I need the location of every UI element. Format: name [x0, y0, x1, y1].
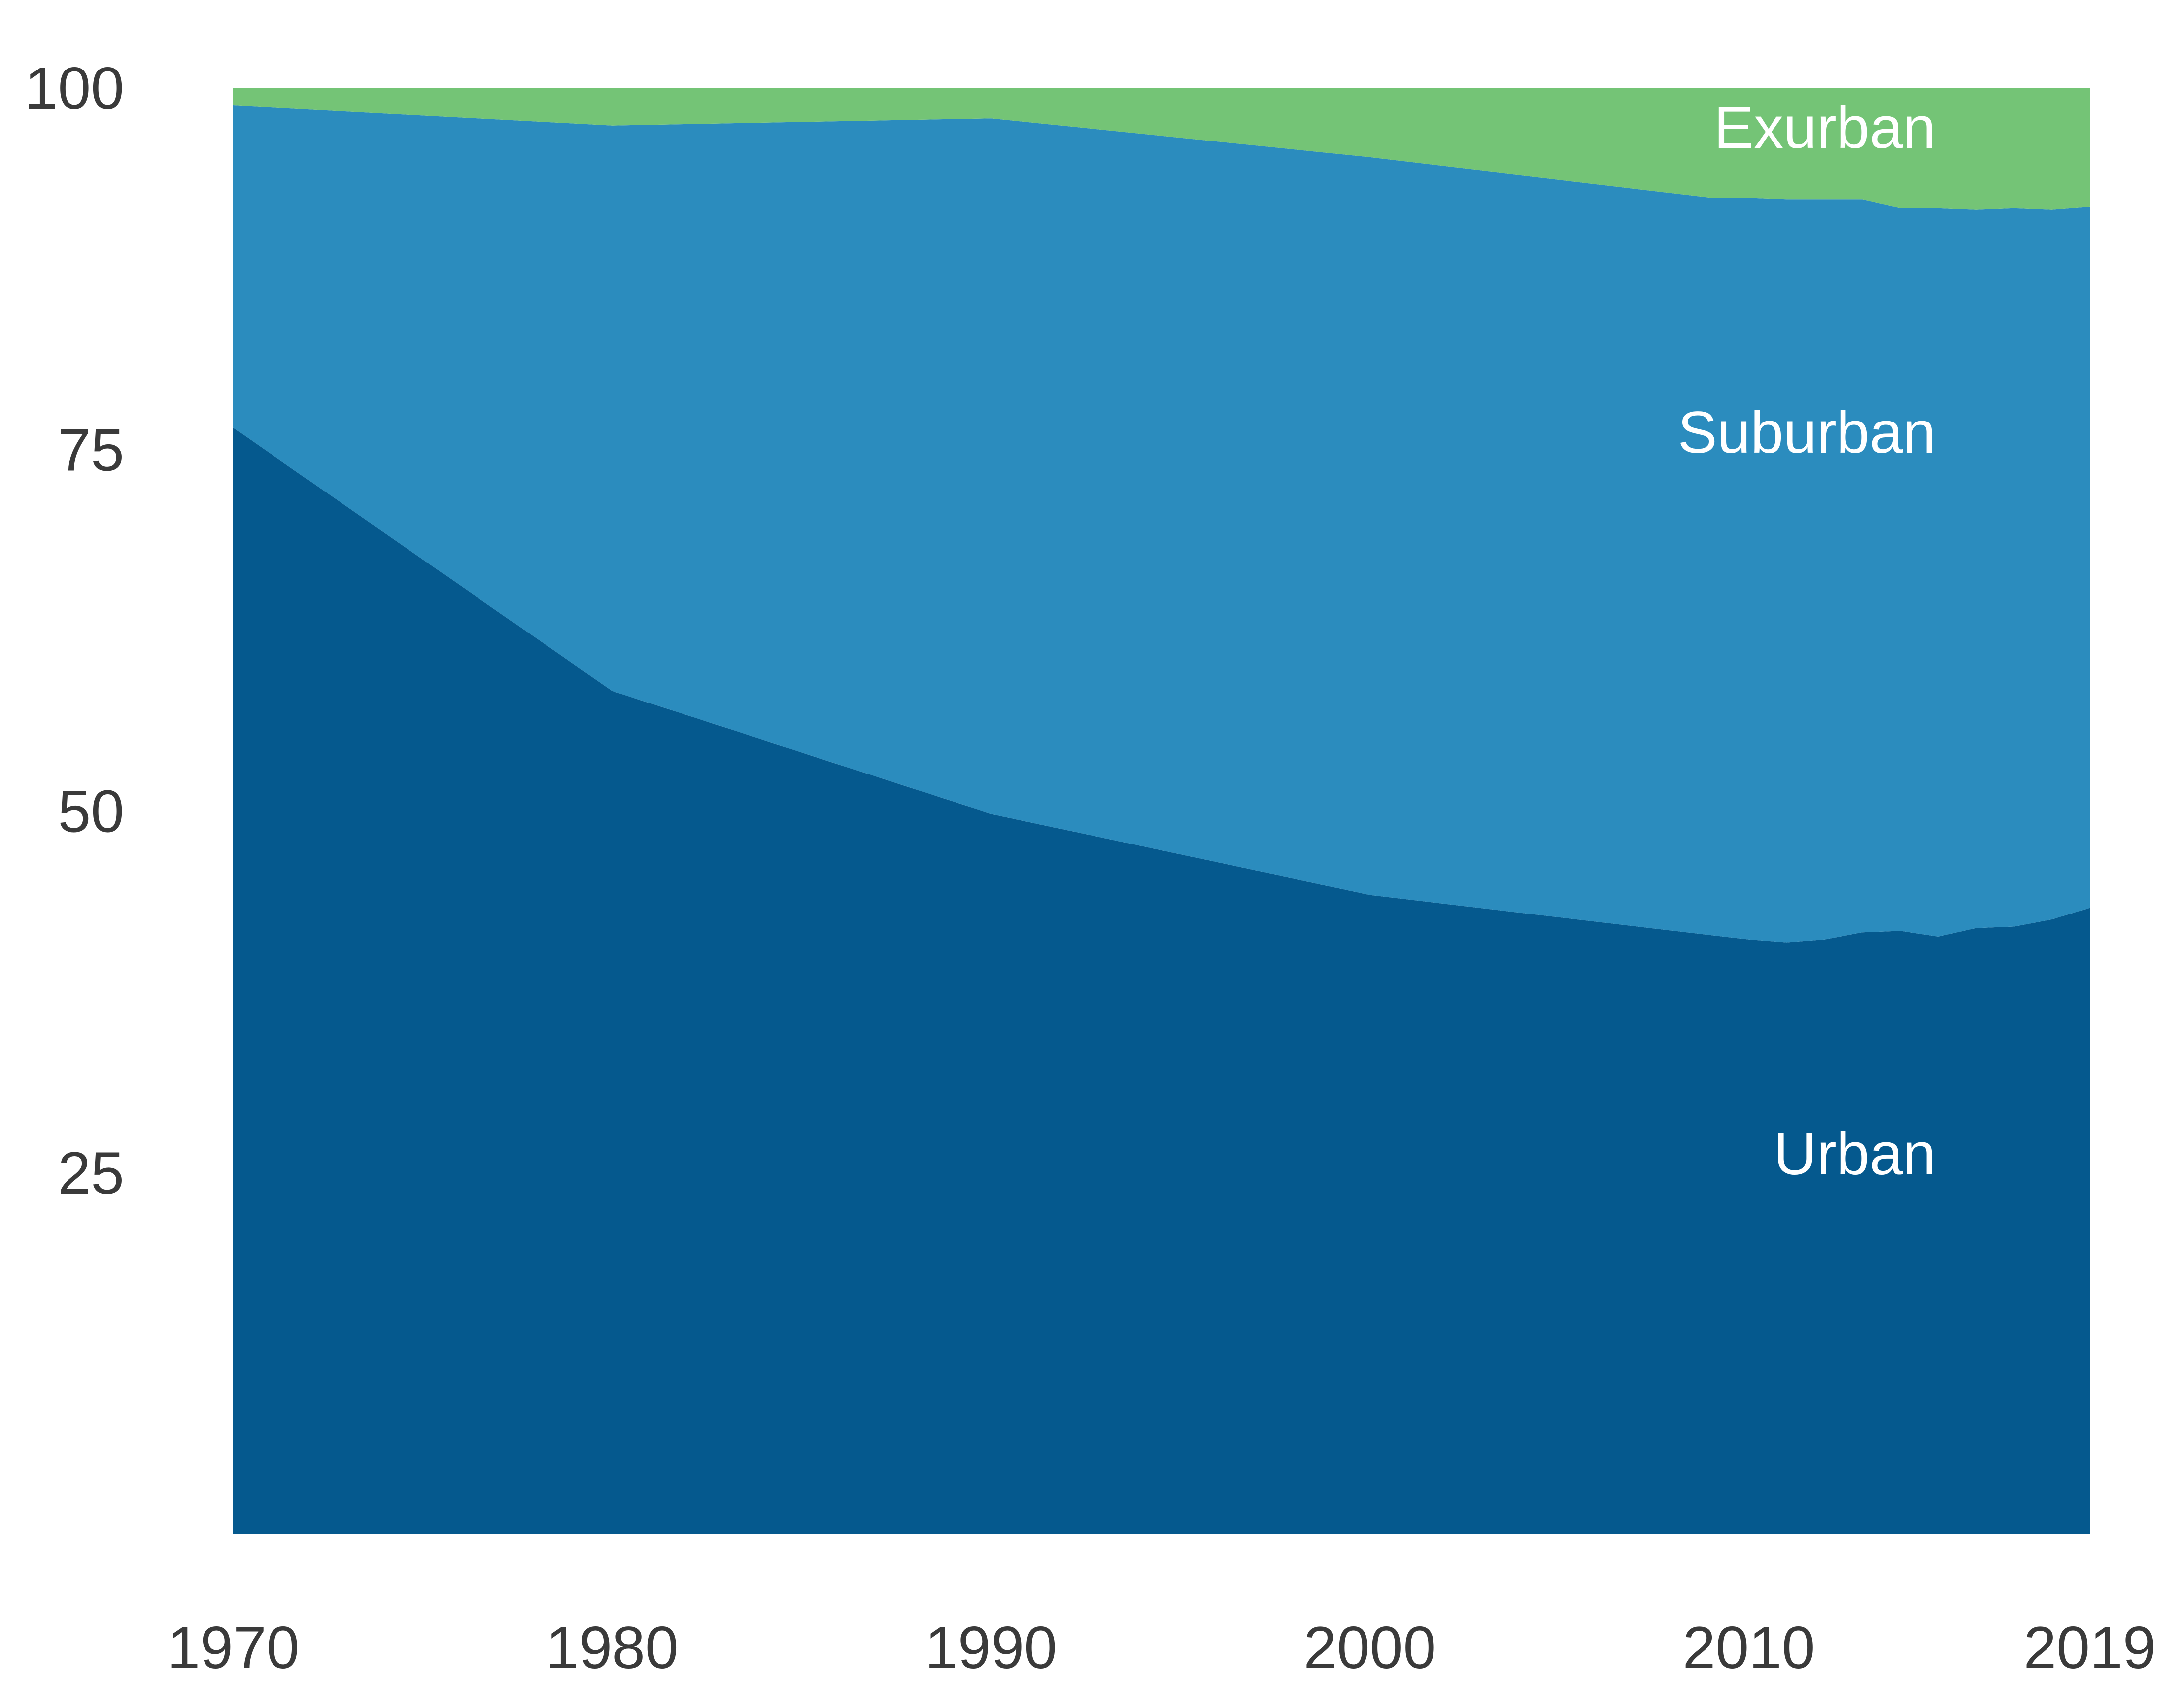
series-label-group: Urban Suburban Exurban: [1678, 94, 1936, 1187]
y-axis: 25 50 75 100: [25, 55, 124, 1206]
x-tick-label: 1970: [167, 1615, 300, 1681]
x-axis: 1970 1980 1990 2000 2010 2019: [167, 1615, 2156, 1681]
y-tick-label: 75: [58, 417, 124, 483]
area-urban: [233, 427, 2090, 1534]
x-tick-label: 2000: [1303, 1615, 1436, 1681]
x-tick-label: 1980: [546, 1615, 679, 1681]
series-label-suburban: Suburban: [1678, 399, 1936, 466]
series-label-urban: Urban: [1774, 1121, 1936, 1187]
x-tick-label: 1990: [925, 1615, 1057, 1681]
x-tick-label: 2019: [2024, 1615, 2156, 1681]
area-exurban: [233, 88, 2090, 210]
y-tick-label: 100: [25, 55, 124, 122]
area-series-group: [233, 88, 2090, 1534]
series-label-exurban: Exurban: [1714, 94, 1936, 161]
area-suburban: [233, 105, 2090, 943]
y-tick-label: 50: [58, 778, 124, 845]
y-tick-label: 25: [58, 1140, 124, 1206]
x-tick-label: 2010: [1683, 1615, 1815, 1681]
